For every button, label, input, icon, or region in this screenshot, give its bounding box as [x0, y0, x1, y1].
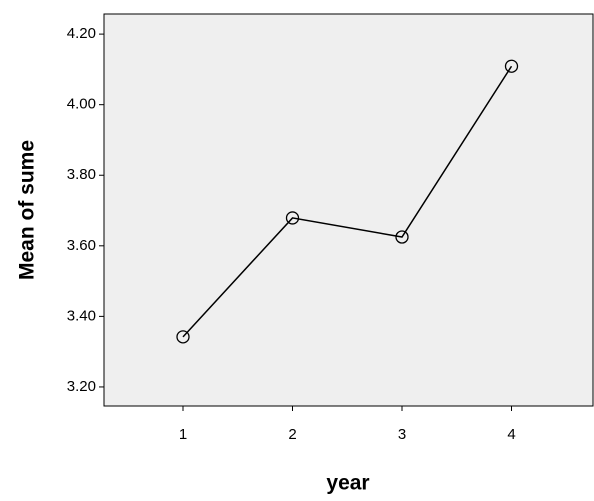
x-tick-label: 2 — [288, 426, 296, 443]
x-tick-label: 1 — [179, 426, 187, 443]
plot-area — [103, 13, 594, 407]
point — [285, 211, 300, 225]
point — [176, 330, 190, 344]
y-tick-label: 3.40 — [67, 307, 96, 324]
line — [182, 65, 513, 338]
x-axis-title: year — [326, 472, 369, 495]
x-tick-label: 4 — [507, 426, 515, 443]
y-tick-label: 3.60 — [67, 237, 96, 254]
point — [395, 230, 409, 244]
y-tick-label: 4.20 — [67, 25, 96, 42]
y-tick-label: 3.80 — [67, 166, 96, 183]
x-tick-label: 3 — [398, 426, 406, 443]
y-tick-label: 3.20 — [67, 378, 96, 395]
y-tick-label: 4.00 — [67, 96, 96, 113]
point — [504, 59, 519, 73]
y-axis-title: Mean of sume — [16, 140, 39, 280]
